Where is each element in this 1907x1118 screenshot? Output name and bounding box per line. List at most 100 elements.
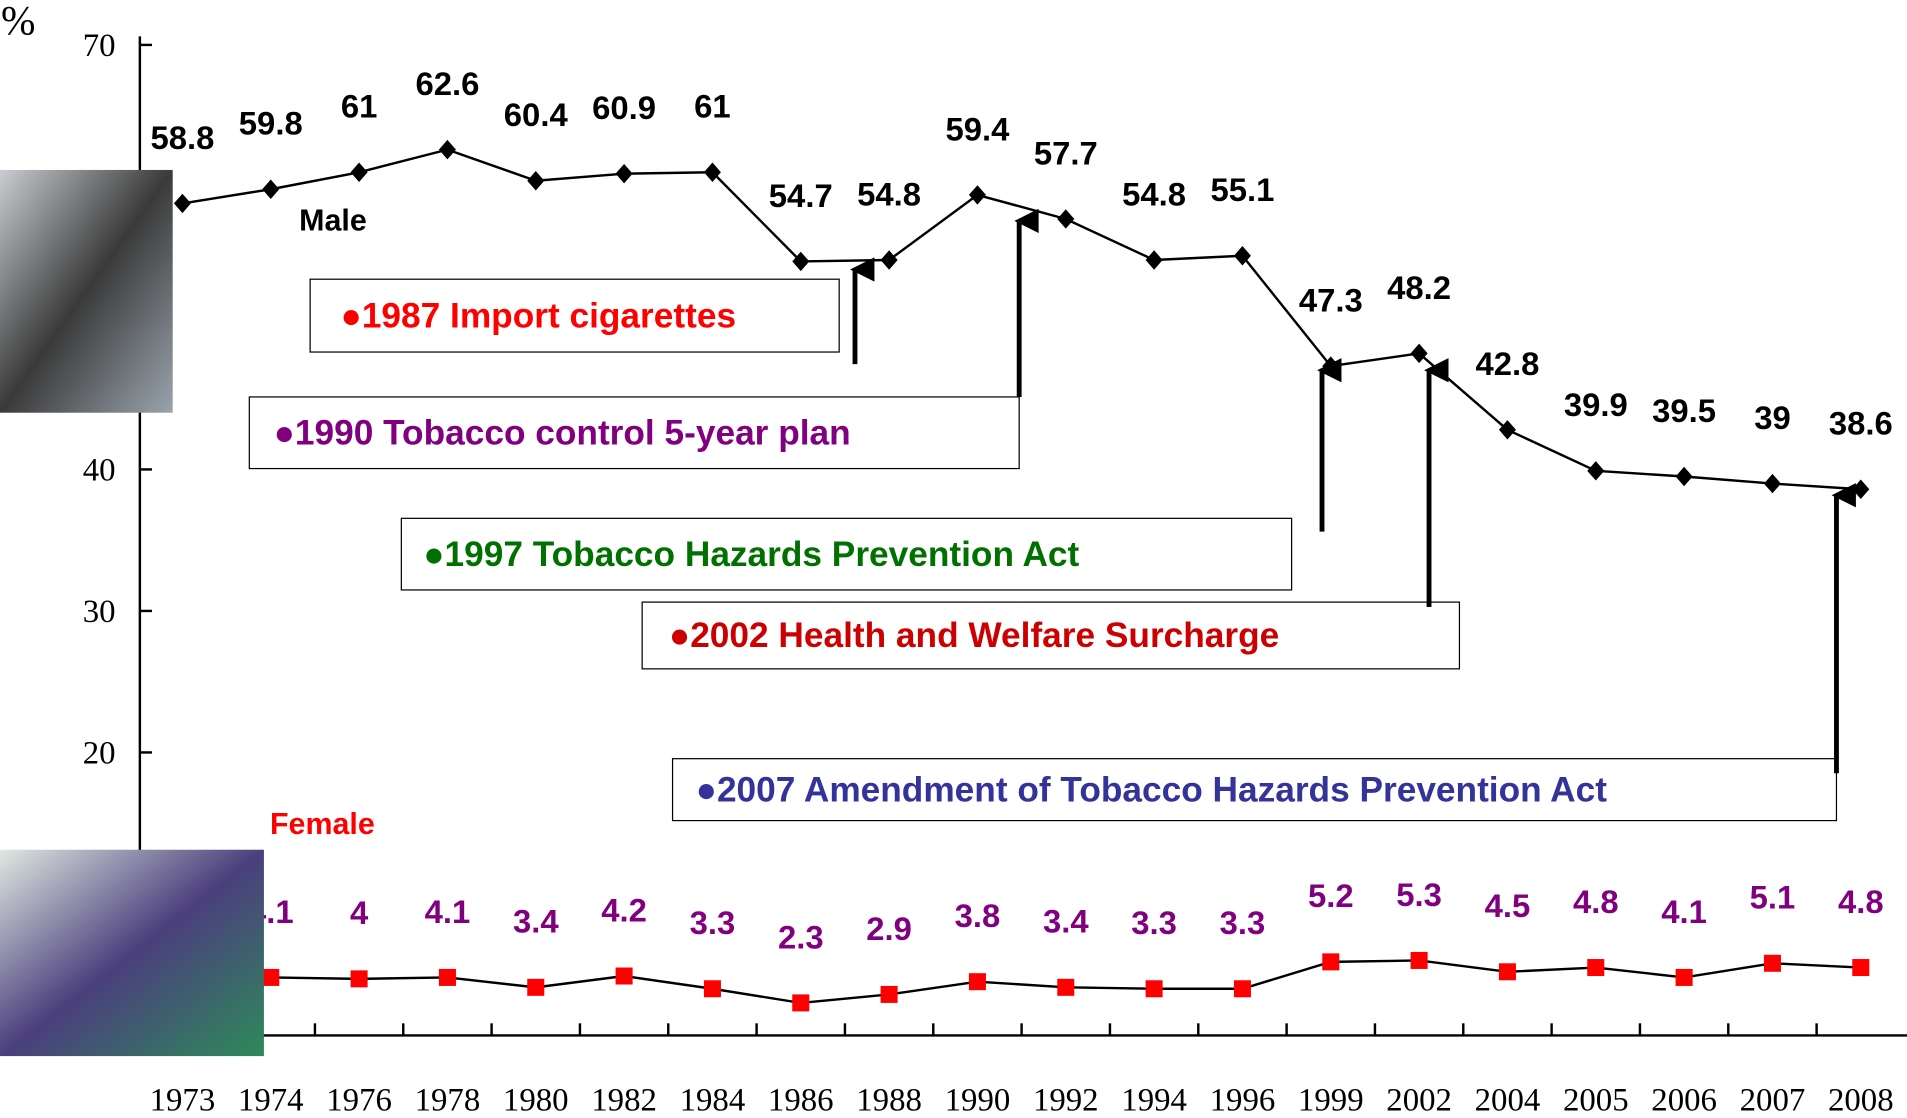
data-label: 57.7 — [1034, 134, 1098, 171]
data-label: 58.8 — [150, 119, 214, 156]
data-label: 4.8 — [1838, 883, 1884, 920]
marker — [1322, 953, 1340, 971]
marker — [350, 970, 368, 988]
x-tick-label: 1984 — [680, 1083, 746, 1118]
data-label: 55.1 — [1210, 171, 1274, 208]
x-tick-label: 1978 — [415, 1083, 481, 1118]
marker — [262, 179, 280, 199]
y-tick-label: 20 — [83, 735, 116, 771]
data-label: 59.4 — [945, 110, 1010, 147]
marker — [1410, 343, 1428, 364]
data-label: 4 — [350, 894, 369, 931]
marker — [1145, 980, 1163, 998]
y-unit: % — [1, 0, 35, 43]
x-tick-label: 1980 — [503, 1083, 569, 1118]
annotation-box — [309, 278, 840, 353]
data-label: 4.5 — [1485, 887, 1531, 924]
data-label: 4.8 — [1573, 883, 1619, 920]
data-label: 3.3 — [1220, 904, 1266, 941]
data-label: 42.8 — [1475, 345, 1539, 382]
data-label: 3.8 — [955, 897, 1001, 934]
marker — [438, 139, 456, 160]
marker — [880, 985, 898, 1003]
data-label: 38.6 — [1829, 405, 1893, 442]
marker — [615, 163, 633, 184]
data-label: 60.9 — [592, 89, 656, 126]
annotation: ●2007 Amendment of Tobacco Hazards Preve… — [696, 770, 1608, 809]
x-tick-label: 1990 — [945, 1083, 1011, 1118]
marker — [792, 994, 810, 1012]
data-label: 2.9 — [866, 910, 912, 947]
photo-female — [0, 849, 264, 1057]
marker — [350, 162, 368, 182]
marker — [1763, 954, 1781, 972]
marker — [968, 973, 986, 991]
marker — [1587, 461, 1605, 481]
marker — [880, 250, 898, 270]
marker — [1587, 959, 1605, 977]
data-label: 3.3 — [690, 904, 736, 941]
data-label: 62.6 — [415, 65, 479, 102]
annotation: ●2002 Health and Welfare Surcharge — [669, 616, 1279, 655]
data-label: 48.2 — [1387, 269, 1451, 306]
y-tick-label: 70 — [83, 28, 116, 64]
arrows — [850, 208, 1856, 774]
data-label: 61 — [341, 88, 378, 125]
y-tick-label: 30 — [83, 594, 116, 630]
marker — [1852, 479, 1870, 499]
marker — [1498, 963, 1516, 981]
x-tick-label: 1986 — [768, 1083, 834, 1118]
data-label: 4.1 — [1661, 893, 1707, 930]
x-tick-label: 1988 — [856, 1083, 922, 1118]
marker — [527, 171, 545, 191]
marker — [527, 978, 545, 996]
data-label: 5.2 — [1308, 877, 1354, 914]
legend-male: Male — [299, 205, 367, 238]
data-label: 39.9 — [1564, 386, 1628, 423]
marker — [792, 251, 810, 272]
marker — [1057, 209, 1075, 229]
data-label: 5.1 — [1750, 879, 1796, 916]
marker — [1410, 951, 1428, 969]
annotation: ●1987 Import cigarettes — [341, 296, 737, 335]
legend-female: Female — [270, 808, 375, 841]
x-tick-label: 1973 — [150, 1083, 216, 1118]
data-label: 3.4 — [513, 903, 559, 940]
data-label: 60.4 — [504, 96, 569, 133]
annotation-box — [641, 601, 1461, 670]
marker — [1498, 420, 1516, 440]
marker — [262, 968, 280, 986]
data-label: 54.8 — [857, 175, 921, 212]
marker — [703, 980, 721, 998]
marker — [1233, 246, 1251, 266]
data-label: 4.2 — [601, 891, 647, 928]
x-tick-label: 1976 — [326, 1083, 392, 1118]
x-tick-label: 1994 — [1121, 1083, 1187, 1118]
marker — [968, 185, 986, 205]
data-label: 39 — [1754, 399, 1791, 436]
marker — [1233, 980, 1251, 998]
data-label: 59.8 — [239, 105, 303, 142]
x-tick-label: 1982 — [591, 1083, 657, 1118]
marker — [1145, 250, 1163, 270]
annotation-box — [671, 758, 1838, 822]
annotation-box — [400, 517, 1293, 591]
data-label: 39.5 — [1652, 392, 1716, 429]
x-tick-label: 1992 — [1033, 1083, 1099, 1118]
x-tick-label: 1999 — [1298, 1083, 1364, 1118]
marker — [173, 193, 191, 214]
marker — [438, 968, 456, 986]
annotation: ●1990 Tobacco control 5-year plan — [274, 414, 851, 453]
x-tick-label: 2005 — [1563, 1083, 1629, 1118]
marker — [1057, 978, 1075, 996]
x-tick-label: 1996 — [1210, 1083, 1276, 1118]
data-label: 54.8 — [1122, 175, 1186, 212]
x-tick-label: 2008 — [1828, 1083, 1894, 1118]
y-tick-label: 40 — [83, 452, 116, 488]
data-label: 61 — [694, 88, 731, 125]
x-tick-label: 2007 — [1740, 1083, 1806, 1118]
photo-male — [0, 169, 173, 413]
marker — [1763, 473, 1781, 494]
data-label: 3.3 — [1131, 904, 1177, 941]
